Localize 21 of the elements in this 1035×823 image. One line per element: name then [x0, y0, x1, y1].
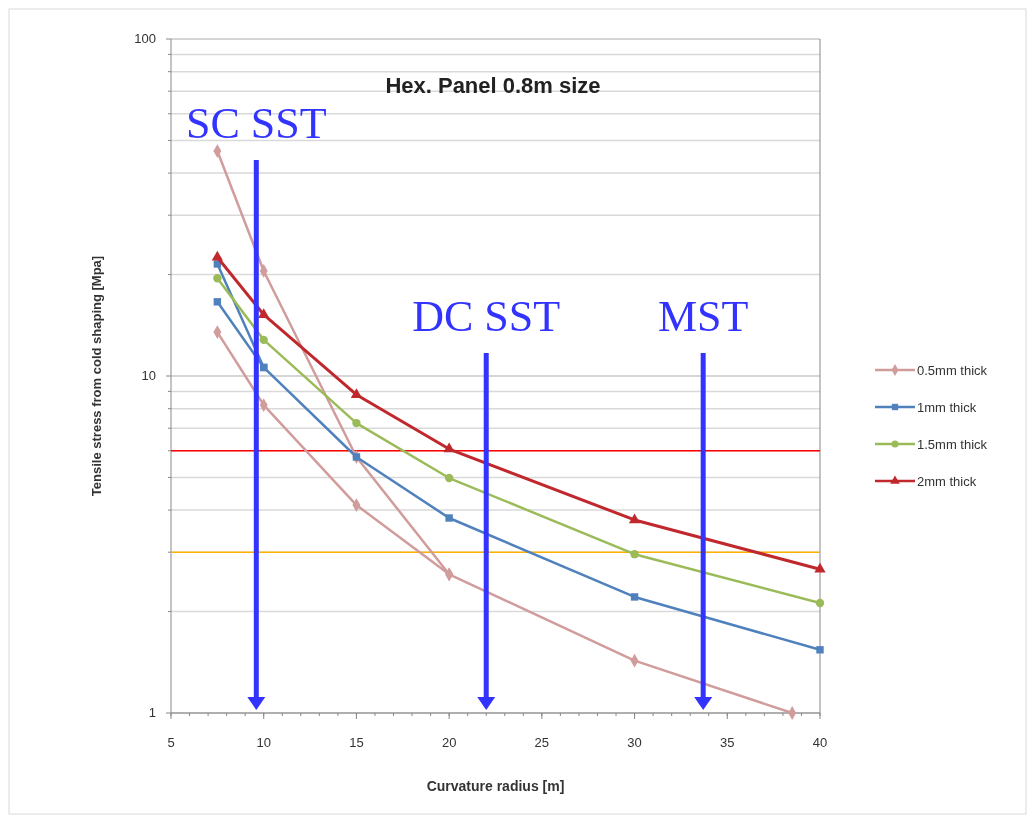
x-tick-label: 10	[256, 735, 271, 750]
x-tick-label: 15	[349, 735, 364, 750]
ref-line-label: SC SST	[185, 99, 327, 148]
y-tick-label: 10	[141, 368, 156, 383]
legend-label: 0.5mm thick	[917, 363, 988, 378]
x-tick-label: 35	[720, 735, 735, 750]
x-tick-label: 20	[441, 735, 457, 750]
ref-line-label: MST	[657, 292, 749, 341]
y-tick-label: 100	[134, 31, 156, 46]
y-axis-title: Tensile stress from cold shaping [Mpa]	[89, 255, 104, 497]
y-tick-label: 1	[148, 705, 156, 720]
legend-label: 2mm thick	[917, 474, 977, 489]
x-axis-title: Curvature radius [m]	[426, 778, 565, 794]
x-tick-label: 30	[627, 735, 642, 750]
legend-label: 1mm thick	[917, 400, 977, 415]
text: Hex. Panel 0.8m size	[385, 73, 601, 98]
x-tick-label: 25	[534, 735, 550, 750]
x-tick-label: 40	[812, 735, 828, 750]
x-tick-label: 5	[167, 735, 175, 750]
legend-label: 1.5mm thick	[917, 437, 988, 452]
ref-line-label: DC SST	[412, 292, 561, 341]
